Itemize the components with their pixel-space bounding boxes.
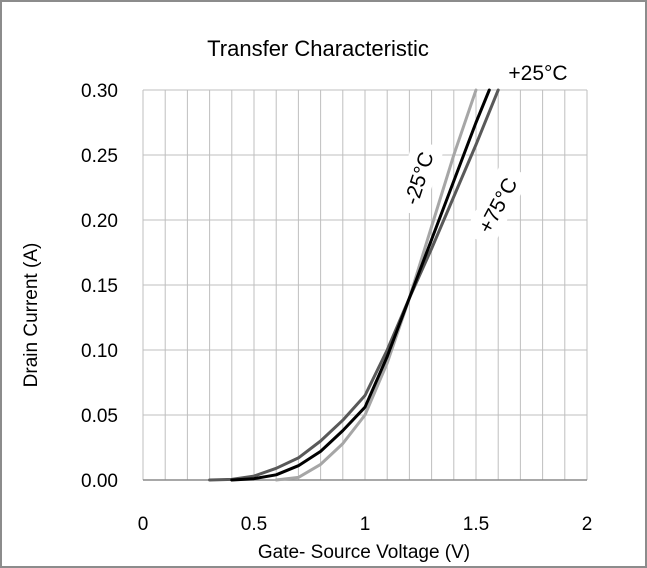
series-label-plus25c: +25°C (508, 62, 567, 85)
y-tick-label: 0.20 (81, 211, 118, 232)
y-tick-label: 0.10 (81, 341, 118, 362)
x-tick-label: 1 (360, 514, 371, 535)
grid (143, 90, 587, 480)
y-axis-title: Drain Current (A) (21, 243, 42, 388)
x-tick-label: 0.5 (241, 514, 267, 535)
y-tick-label: 0.05 (81, 406, 118, 427)
chart-title: Transfer Characteristic (207, 36, 429, 61)
y-tick-label: 0.25 (81, 146, 118, 167)
x-tick-label: 2 (582, 514, 593, 535)
y-tick-label: 0.00 (81, 471, 118, 492)
y-tick-label: 0.30 (81, 81, 118, 102)
y-tick-label: 0.15 (81, 276, 118, 297)
x-axis-title: Gate- Source Voltage (V) (258, 542, 470, 563)
x-tick-label: 0 (138, 514, 149, 535)
x-tick-label: 1.5 (463, 514, 489, 535)
